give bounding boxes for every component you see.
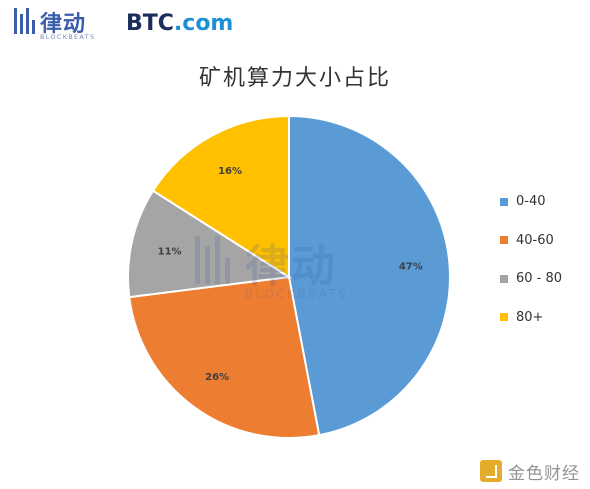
blockbeats-logo: 律动 BLOCKBEATS xyxy=(14,6,104,42)
legend-label-2: 40-60 xyxy=(516,232,554,248)
legend-item-2: 40-60 xyxy=(500,231,562,250)
jinse-watermark-text: 金色财经 xyxy=(508,463,580,484)
chart-legend: 0-40 40-60 60 - 80 80+ xyxy=(500,192,562,346)
legend-swatch-1 xyxy=(500,197,508,206)
btc-com-logo: BTC.com xyxy=(126,11,233,36)
pie-slice-4 xyxy=(151,114,290,279)
jinse-logo-icon xyxy=(480,460,502,482)
legend-item-3: 60 - 80 xyxy=(500,269,562,288)
legend-swatch-2 xyxy=(500,236,508,244)
legend-label-3: 60 - 80 xyxy=(516,271,563,286)
pie-data-label-2: 26% xyxy=(205,372,229,383)
pie-data-label-3: 11% xyxy=(158,246,182,257)
pie-slice-3 xyxy=(127,189,292,299)
jinse-watermark: 金色财经 xyxy=(480,458,580,484)
legend-item-1: 0-40 xyxy=(500,192,562,211)
pie-slice-1 xyxy=(288,114,451,437)
pie-data-label-1: 47% xyxy=(399,261,423,272)
blockbeats-cn-name: 律动 xyxy=(40,12,87,37)
blockbeats-bars-icon xyxy=(14,8,36,34)
legend-label-4: 80+ xyxy=(516,309,544,325)
legend-swatch-3 xyxy=(500,274,508,283)
pie-slice-2 xyxy=(128,275,321,439)
pie-data-label-4: 16% xyxy=(218,166,242,177)
legend-item-4: 80+ xyxy=(500,308,562,327)
btc-logo-tail: .com xyxy=(173,11,234,36)
legend-label-1: 0-40 xyxy=(516,194,546,209)
chart-title: 矿机算力大小占比 xyxy=(198,66,391,91)
btc-logo-main: BTC xyxy=(126,11,174,36)
blockbeats-en-name: BLOCKBEATS xyxy=(40,33,96,41)
brand-header: 律动 BLOCKBEATS BTC.com xyxy=(14,6,233,44)
legend-swatch-4 xyxy=(500,313,508,321)
